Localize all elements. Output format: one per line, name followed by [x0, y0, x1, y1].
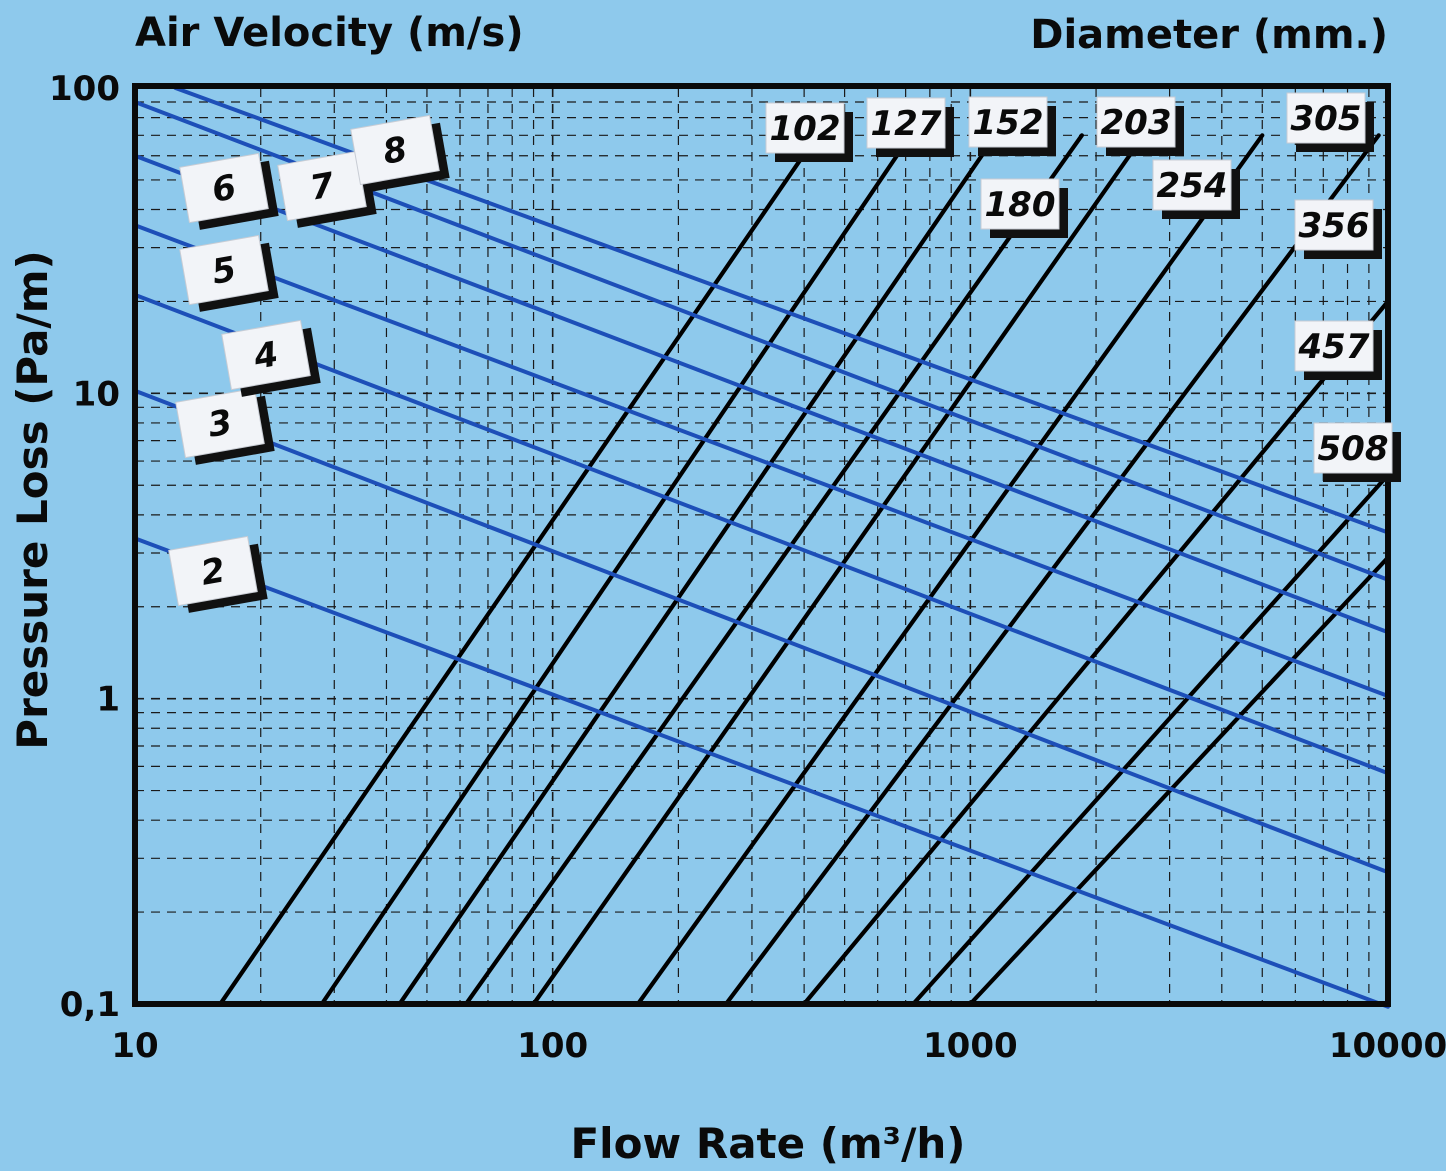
tag-text: 152	[973, 103, 1044, 143]
x-tick-label: 1000	[923, 1026, 1018, 1066]
tag-text: 180	[985, 185, 1056, 225]
tag-box	[179, 234, 269, 306]
tag-box	[221, 319, 311, 391]
diameter-series-180	[463, 133, 1085, 1007]
velocity-series-3	[133, 388, 1390, 875]
y-axis-title: Pressure Loss (Pa/m)	[8, 250, 57, 749]
y-tick-label: 10	[73, 374, 120, 414]
tag-text: 254	[1157, 166, 1228, 206]
x-axis-title: Flow Rate (m³/h)	[570, 1119, 965, 1168]
tag-box	[179, 152, 269, 224]
plot-frame	[132, 83, 1391, 1007]
y-tick-label: 100	[49, 69, 120, 109]
diameter-label-tag-127: 127	[866, 97, 954, 157]
velocity-label-tag-2: 2	[168, 535, 268, 613]
x-tick-label: 10000	[1329, 1026, 1446, 1066]
diameter-label-tag-508: 508	[1313, 422, 1401, 482]
tag-box	[980, 178, 1060, 230]
tag-box	[175, 387, 265, 459]
velocity-series-2	[133, 536, 1390, 1009]
diameter-label-tag-203: 203	[1096, 96, 1184, 156]
tag-box	[168, 535, 258, 607]
velocity-series-4	[133, 292, 1390, 776]
tag-text: 305	[1291, 99, 1362, 139]
diameter-label-tag-356: 356	[1294, 199, 1382, 259]
diameter-lines	[218, 133, 1391, 1007]
diameter-series-457	[911, 472, 1391, 1007]
tag-box	[1286, 92, 1366, 144]
velocity-series-5	[133, 223, 1390, 698]
diameter-series-203	[531, 133, 1146, 1007]
velocity-label-tag-3: 3	[175, 387, 275, 465]
tag-box	[1152, 159, 1232, 211]
tag-text: 102	[770, 109, 841, 149]
tag-text: 203	[1101, 103, 1172, 143]
tag-box	[765, 102, 845, 154]
velocity-label-tag-5: 5	[179, 234, 279, 312]
diameter-label-tag-457: 457	[1294, 320, 1382, 380]
diameter-series-254	[635, 133, 1265, 1007]
diameter-label-tag-152: 152	[968, 96, 1056, 156]
tag-box	[1313, 422, 1393, 474]
tag-box	[1294, 199, 1374, 251]
x-tick-label: 100	[517, 1026, 588, 1066]
diameter-label-tag-305: 305	[1286, 92, 1374, 152]
tag-text: 508	[1318, 429, 1389, 469]
tag-box	[968, 96, 1048, 148]
x-tick-label: 10	[111, 1026, 158, 1066]
diameter-label-tag-102: 102	[765, 102, 853, 162]
velocity-label-tag-7: 7	[277, 150, 377, 228]
velocity-label-tag-4: 4	[221, 319, 321, 397]
tick-labels: 10 100 1000 10000 0,1 1 10 100	[49, 69, 1446, 1066]
air-velocity-heading: Air Velocity (m/s)	[135, 10, 524, 56]
velocity-series-6	[133, 153, 1390, 635]
diameter-series-508	[968, 555, 1391, 1007]
diameter-series-102	[218, 133, 820, 1007]
tag-text: 356	[1299, 206, 1370, 246]
tag-box	[1294, 320, 1374, 372]
diameter-label-tag-180: 180	[980, 178, 1068, 238]
diameter-series-356	[801, 299, 1391, 1007]
tag-box	[1096, 96, 1176, 148]
tag-box	[866, 97, 946, 149]
tag-text: 127	[871, 104, 942, 144]
y-tick-label: 0,1	[60, 985, 120, 1025]
diameter-series-127	[319, 133, 913, 1007]
velocity-label-tag-8: 8	[350, 114, 450, 192]
diameter-label-tag-254: 254	[1152, 159, 1240, 219]
tag-box	[350, 114, 440, 186]
diameter-series-152	[397, 133, 998, 1007]
y-tick-label: 1	[96, 680, 120, 720]
tag-text: 457	[1298, 327, 1370, 367]
velocity-label-tag-6: 6	[179, 152, 279, 230]
diameter-heading: Diameter (mm.)	[1030, 12, 1388, 58]
